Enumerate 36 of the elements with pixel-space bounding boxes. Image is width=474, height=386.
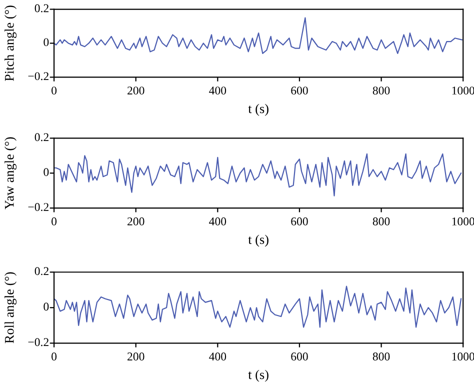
y-tick-label: −0.2: [28, 72, 48, 80]
x-tick-label: 600: [291, 86, 308, 95]
line-series: [54, 286, 462, 328]
y-axis-title: Roll angle (°): [4, 272, 17, 344]
y-tick-label: 0: [44, 168, 49, 176]
x-axis-title: t (s): [248, 104, 268, 116]
x-tick-label: 400: [209, 86, 226, 95]
x-tick-label: 800: [372, 86, 390, 95]
y-tick-label: 0: [44, 302, 49, 311]
x-tick-label: 400: [209, 352, 226, 360]
x-tick-label: 800: [372, 217, 390, 226]
x-tick-label: 800: [372, 352, 390, 360]
x-axis-title: t (s): [248, 234, 268, 247]
x-tick-label: 200: [128, 217, 144, 226]
line-series: [54, 153, 462, 196]
x-axis-title: t (s): [248, 370, 268, 382]
x-tick-label: 400: [209, 217, 226, 226]
x-tick-label: 0: [52, 86, 57, 95]
x-tick-label: 1000: [452, 217, 474, 226]
line-series: [54, 17, 462, 54]
x-tick-label: 0: [52, 217, 57, 226]
x-tick-label: 1000: [452, 86, 474, 95]
y-tick-label: 0.2: [34, 133, 48, 142]
y-axis-title: Yaw angle (°): [4, 137, 17, 210]
x-tick-label: 1000: [452, 352, 474, 360]
x-tick-label: 0: [52, 352, 57, 360]
x-tick-label: 600: [291, 352, 308, 360]
y-tick-label: −0.2: [28, 203, 48, 212]
x-tick-label: 200: [128, 86, 144, 95]
y-tick-label: 0: [44, 38, 49, 46]
y-tick-label: 0.2: [34, 4, 48, 12]
y-tick-label: 0.2: [34, 267, 48, 276]
x-tick-label: 600: [291, 217, 308, 226]
y-tick-label: −0.2: [28, 338, 48, 346]
y-axis-title: Pitch angle (°): [4, 6, 17, 82]
x-tick-label: 200: [128, 352, 144, 360]
